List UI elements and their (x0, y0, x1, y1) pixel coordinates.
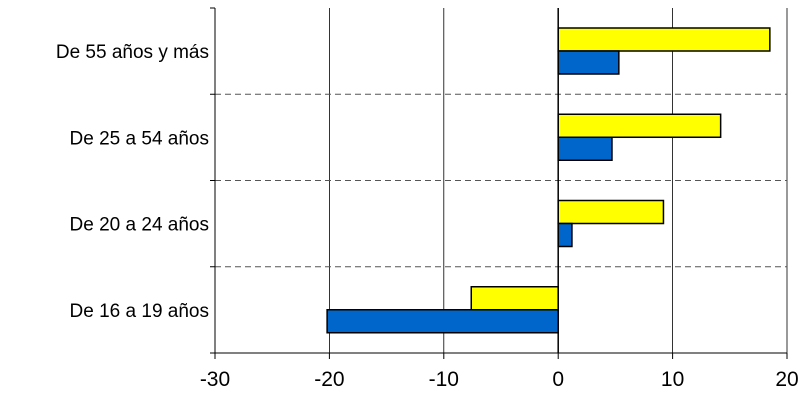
grid (214, 8, 788, 353)
labels: De 55 años y más De 25 a 54 años De 20 a 2… (56, 42, 799, 391)
category-label: De 25 a 54 años (70, 128, 209, 149)
bar (557, 113, 722, 138)
bar (557, 222, 573, 248)
x-tick-label: -30 (200, 368, 230, 391)
x-tick-label: 0 (552, 368, 564, 391)
x-tick-label: 20 (775, 368, 798, 391)
bar (557, 199, 665, 225)
x-tick-label: 10 (661, 368, 684, 391)
bar (557, 136, 613, 161)
x-tick-label: -10 (429, 368, 459, 391)
bar (326, 309, 559, 334)
axes (210, 7, 788, 359)
bar (557, 27, 771, 52)
bar (557, 50, 620, 75)
x-tick-label: -20 (314, 368, 344, 391)
bars (326, 27, 771, 334)
category-label: De 20 a 24 años (70, 215, 209, 236)
bar (470, 286, 559, 311)
category-label: De 55 años y más (56, 42, 209, 63)
category-label: De 16 a 19 años (70, 301, 209, 322)
